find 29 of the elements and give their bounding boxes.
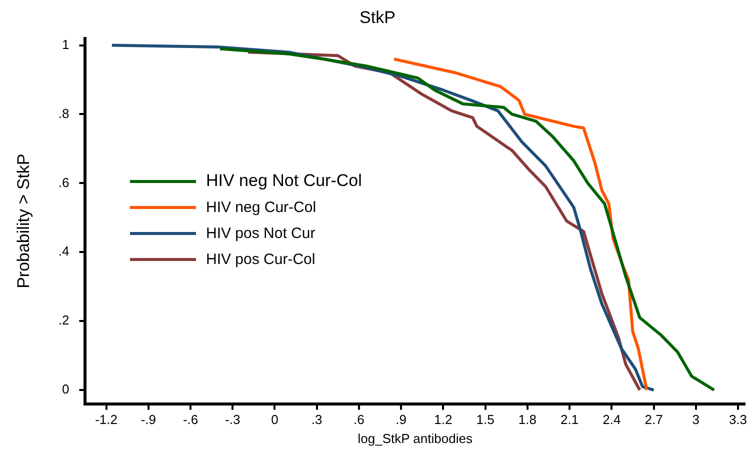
y-tick-label: .4 [58, 244, 70, 259]
legend-label: HIV pos Not Cur [206, 224, 316, 242]
x-tick-label: 1.5 [476, 412, 494, 428]
y-tick-label: .2 [58, 312, 70, 328]
x-tick-label: 1.8 [518, 412, 536, 428]
x-tick-label: -.3 [225, 412, 240, 428]
y-tick-label: 1 [62, 36, 70, 52]
x-tick-label: 2.4 [602, 412, 621, 428]
legend-label: HIV neg Not Cur-Col [206, 171, 362, 191]
x-tick-label: 2.7 [644, 412, 663, 428]
y-tick-label: .8 [58, 106, 70, 121]
x-tick-label: 0 [271, 412, 278, 428]
legend-label: HIV neg Cur-Col [206, 198, 316, 216]
x-tick-label: -.6 [182, 412, 198, 428]
x-tick-label: 1.2 [434, 412, 452, 428]
chart-title: StkP [360, 8, 396, 27]
x-tick-label: 2.1 [560, 412, 579, 428]
x-tick-label: .9 [396, 412, 407, 428]
y-axis-title: Probability > StkP [14, 154, 33, 288]
x-tick-label: .6 [354, 412, 364, 428]
x-tick-label: -1.2 [95, 412, 118, 428]
x-tick-label: 3.3 [728, 412, 748, 428]
x-tick-label: 3 [692, 412, 700, 428]
y-tick-label: .6 [58, 174, 70, 190]
x-tick-label: .3 [311, 412, 322, 428]
y-tick-label: 0 [62, 382, 70, 397]
legend-label: HIV pos Cur-Col [206, 250, 316, 268]
x-axis-title: log_StkP antibodies [358, 430, 473, 446]
x-tick-label: -.9 [140, 412, 156, 428]
